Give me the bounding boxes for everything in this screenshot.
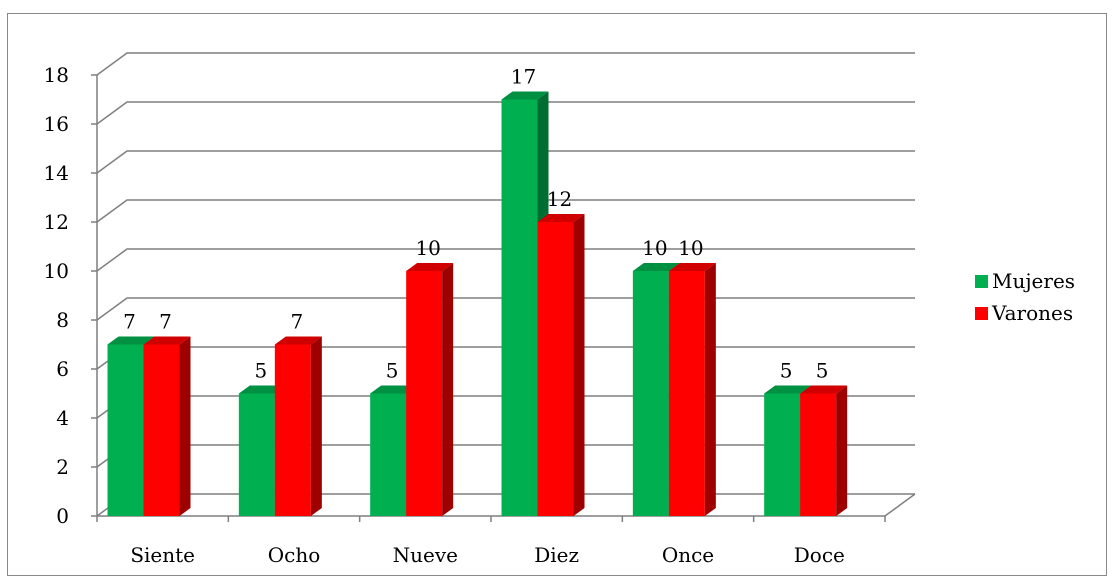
y-tick-label: 4 bbox=[56, 406, 69, 430]
legend-label-varones: Varones bbox=[992, 301, 1074, 325]
y-tick-label: 0 bbox=[56, 504, 69, 528]
data-label: 17 bbox=[511, 65, 536, 89]
bar bbox=[501, 99, 538, 516]
bar-top bbox=[370, 385, 418, 394]
y-tick-label: 14 bbox=[44, 161, 69, 185]
x-tick-label: Doce bbox=[794, 543, 845, 567]
gridline bbox=[96, 150, 915, 174]
gridline bbox=[96, 52, 915, 76]
bar-side bbox=[704, 263, 716, 516]
bar-top bbox=[143, 336, 191, 345]
bar-top bbox=[537, 214, 585, 222]
data-label: 5 bbox=[386, 359, 399, 383]
y-tick-label: 10 bbox=[44, 259, 69, 283]
bar bbox=[800, 393, 837, 516]
x-tick-label: Siente bbox=[130, 543, 195, 567]
bar bbox=[370, 393, 407, 516]
data-label: 10 bbox=[642, 236, 667, 260]
gridline bbox=[96, 199, 915, 223]
y-tick-label: 8 bbox=[56, 308, 69, 332]
bar bbox=[537, 222, 574, 516]
bar-side bbox=[310, 336, 322, 516]
legend-label-mujeres: Mujeres bbox=[992, 269, 1076, 293]
bar-top bbox=[406, 263, 454, 271]
x-tick-label: Once bbox=[662, 543, 714, 567]
bar bbox=[632, 271, 669, 516]
axes bbox=[91, 74, 916, 522]
gridline bbox=[96, 248, 915, 272]
bar-top bbox=[764, 385, 812, 394]
data-label: 12 bbox=[547, 187, 572, 211]
bar bbox=[107, 344, 144, 516]
bar-top bbox=[800, 385, 848, 394]
legend-item-mujeres: Mujeres bbox=[975, 265, 1075, 297]
legend: Mujeres Varones bbox=[975, 265, 1075, 329]
bar bbox=[764, 393, 801, 516]
data-label: 5 bbox=[254, 359, 267, 383]
bar bbox=[668, 271, 705, 516]
bar-side bbox=[442, 263, 454, 516]
bar-top bbox=[107, 336, 155, 345]
bar bbox=[274, 344, 311, 516]
legend-item-varones: Varones bbox=[975, 297, 1075, 329]
bar-top bbox=[274, 336, 322, 345]
bar bbox=[406, 271, 443, 516]
floor-edge bbox=[884, 493, 916, 517]
bar bbox=[238, 393, 275, 516]
bars bbox=[107, 91, 848, 516]
y-tick-labels: 0 2 4 6 8 10 12 14 16 18 bbox=[44, 63, 69, 528]
y-tick-label: 6 bbox=[56, 357, 69, 381]
bar-side bbox=[573, 214, 585, 516]
bar-top bbox=[668, 263, 716, 271]
data-label: 7 bbox=[290, 310, 303, 334]
data-label: 10 bbox=[415, 236, 440, 260]
bar-top bbox=[632, 263, 680, 271]
data-label: 7 bbox=[123, 310, 136, 334]
y-tick-label: 2 bbox=[56, 455, 69, 479]
y-tick-label: 12 bbox=[44, 210, 69, 234]
gridline bbox=[96, 101, 915, 125]
x-tick-label: Diez bbox=[534, 543, 579, 567]
bar-top bbox=[238, 385, 286, 394]
data-label: 10 bbox=[678, 236, 703, 260]
legend-swatch-mujeres bbox=[975, 274, 988, 288]
bar bbox=[143, 344, 180, 516]
x-tick-label: Ocho bbox=[268, 543, 321, 567]
bar-side bbox=[179, 336, 191, 516]
legend-swatch-varones bbox=[975, 306, 988, 320]
x-tick-label: Nueve bbox=[393, 543, 458, 567]
data-label: 7 bbox=[159, 310, 172, 334]
data-label: 5 bbox=[816, 359, 829, 383]
x-tick-labels: Siente Ocho Nueve Diez Once Doce bbox=[130, 543, 845, 567]
y-tick-label: 16 bbox=[44, 112, 69, 136]
data-label: 5 bbox=[780, 359, 793, 383]
y-tick-label: 18 bbox=[44, 63, 69, 87]
bar-top bbox=[501, 91, 549, 100]
bar-side bbox=[836, 385, 848, 516]
